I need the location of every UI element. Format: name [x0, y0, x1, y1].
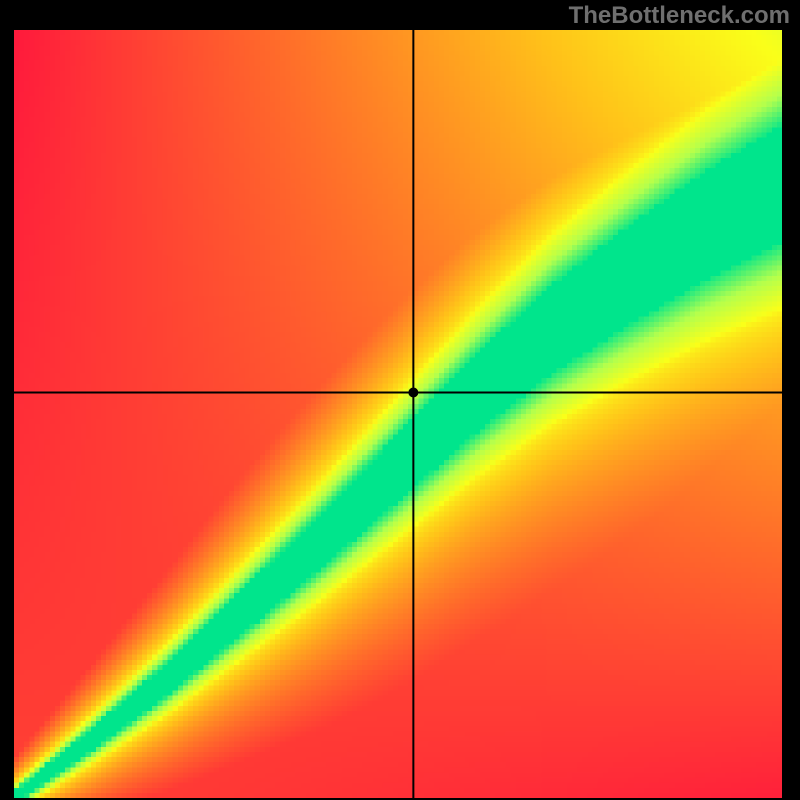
credit-text: TheBottleneck.com: [569, 2, 790, 30]
bottleneck-heatmap: [14, 30, 782, 798]
chart-container: TheBottleneck.com: [0, 0, 800, 800]
